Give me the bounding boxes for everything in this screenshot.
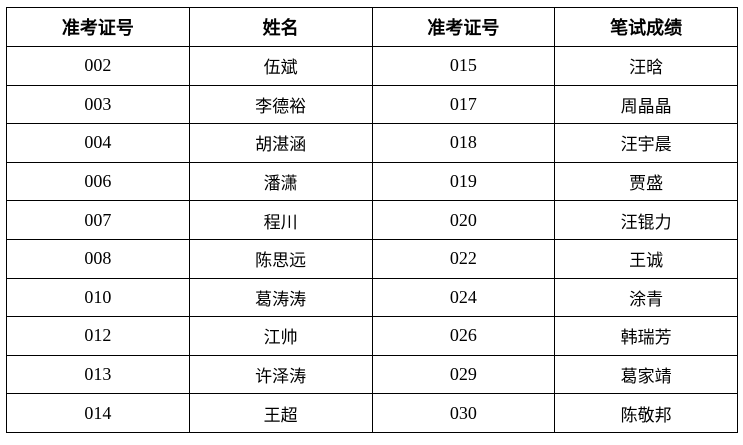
name-cell: 江帅 <box>188 316 373 356</box>
exam-id-cell: 026 <box>371 316 556 356</box>
name-cell: 葛家靖 <box>554 354 738 395</box>
header-name: 姓名 <box>188 7 373 47</box>
exam-id-cell: 006 <box>6 161 190 202</box>
name-cell: 陈敬邦 <box>554 393 738 433</box>
exam-id-cell: 017 <box>371 84 556 125</box>
exam-id-cell: 014 <box>6 393 190 433</box>
name-cell: 李德裕 <box>188 84 373 125</box>
header-row: 准考证号 姓名 准考证号 笔试成绩 <box>6 7 738 47</box>
name-cell: 韩瑞芳 <box>554 316 738 356</box>
table-body: 002 伍斌 015 汪晗 003 李德裕 017 周晶晶 004 胡湛涵 018 汪宇晨 006 潘潇 0… <box>6 46 738 433</box>
exam-id-cell: 003 <box>6 84 190 125</box>
name-cell: 程川 <box>188 200 373 240</box>
name-cell: 陈思远 <box>188 238 373 279</box>
table-row: 013 许泽涛 029 葛家靖 <box>6 354 738 395</box>
name-cell: 王超 <box>188 393 373 433</box>
exam-id-cell: 013 <box>6 354 190 395</box>
exam-id-cell: 010 <box>6 277 190 318</box>
table-row: 008 陈思远 022 王诚 <box>6 238 738 279</box>
name-cell: 潘潇 <box>188 161 373 202</box>
header-written-score: 笔试成绩 <box>554 7 738 47</box>
exam-id-cell: 015 <box>371 46 556 86</box>
exam-id-cell: 004 <box>6 123 190 163</box>
name-cell: 王诚 <box>554 238 738 279</box>
name-cell: 汪锟力 <box>554 200 738 240</box>
exam-id-cell: 022 <box>371 238 556 279</box>
header-exam-id: 准考证号 <box>6 7 190 47</box>
exam-id-cell: 007 <box>6 200 190 240</box>
name-cell: 贾盛 <box>554 161 738 202</box>
name-cell: 伍斌 <box>188 46 373 86</box>
exam-id-cell: 024 <box>371 277 556 318</box>
header-exam-id-2: 准考证号 <box>371 7 556 47</box>
name-cell: 周晶晶 <box>554 84 738 125</box>
exam-id-cell: 012 <box>6 316 190 356</box>
exam-id-cell: 019 <box>371 161 556 202</box>
name-cell: 葛涛涛 <box>188 277 373 318</box>
exam-id-cell: 008 <box>6 238 190 279</box>
table-row: 003 李德裕 017 周晶晶 <box>6 84 738 125</box>
table-row: 012 江帅 026 韩瑞芳 <box>6 316 738 356</box>
exam-id-cell: 029 <box>371 354 556 395</box>
name-cell: 汪宇晨 <box>554 123 738 163</box>
name-cell: 许泽涛 <box>188 354 373 395</box>
exam-id-cell: 030 <box>371 393 556 433</box>
name-cell: 涂青 <box>554 277 738 318</box>
exam-id-cell: 018 <box>371 123 556 163</box>
table-row: 006 潘潇 019 贾盛 <box>6 161 738 202</box>
exam-id-cell: 002 <box>6 46 190 86</box>
exam-id-cell: 020 <box>371 200 556 240</box>
name-cell: 汪晗 <box>554 46 738 86</box>
table-row: 007 程川 020 汪锟力 <box>6 200 738 240</box>
table-row: 014 王超 030 陈敬邦 <box>6 393 738 433</box>
table-row: 010 葛涛涛 024 涂青 <box>6 277 738 318</box>
table-row: 002 伍斌 015 汪晗 <box>6 46 738 86</box>
table-row: 004 胡湛涵 018 汪宇晨 <box>6 123 738 163</box>
candidate-table: 准考证号 姓名 准考证号 笔试成绩 002 伍斌 015 汪晗 003 李德裕 017 周晶晶… <box>6 7 738 433</box>
name-cell: 胡湛涵 <box>188 123 373 163</box>
